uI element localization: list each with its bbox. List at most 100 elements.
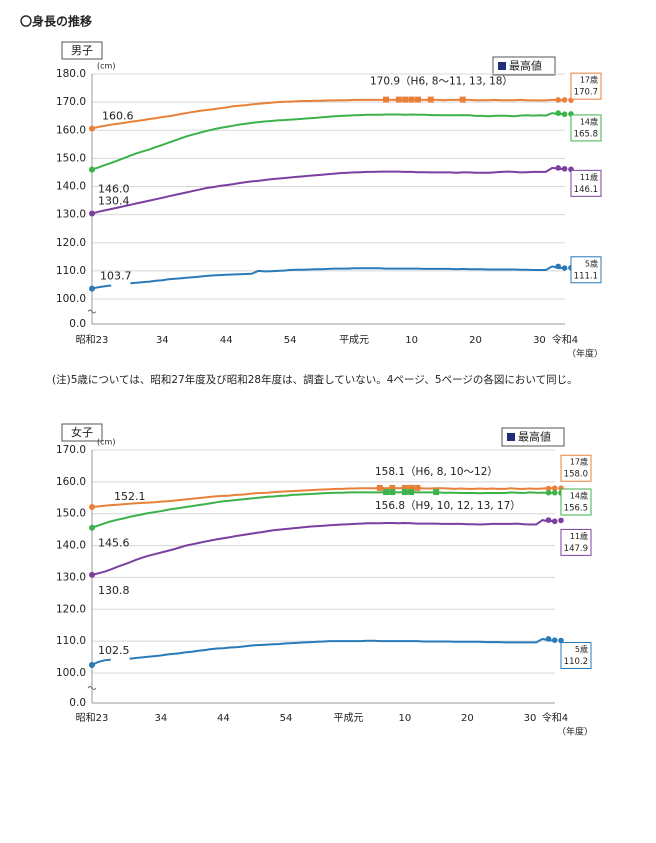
y-tick-label: 140.0 xyxy=(56,181,86,193)
start-label: 160.6 xyxy=(102,110,134,123)
start-point xyxy=(89,166,95,173)
legend-label: 最高値 xyxy=(518,430,551,444)
end-box xyxy=(560,528,592,556)
recent-point xyxy=(545,485,552,492)
axis-break xyxy=(87,686,97,690)
start-label: 130.4 xyxy=(98,195,130,208)
start-point xyxy=(89,504,95,511)
end-box xyxy=(570,114,602,142)
peak-marker xyxy=(401,489,408,496)
recent-point xyxy=(558,637,564,644)
end-box xyxy=(560,488,592,516)
series-name: 14歳 xyxy=(570,491,588,501)
end-box xyxy=(560,454,592,482)
end-label: 165.8 xyxy=(574,129,598,139)
end-label: 110.2 xyxy=(564,657,588,667)
peak-marker xyxy=(402,96,409,103)
peak-marker xyxy=(414,484,421,491)
peak-marker xyxy=(401,484,408,491)
y-tick-label: 100.0 xyxy=(56,667,86,679)
x-unit: （年度） xyxy=(567,348,603,360)
y-tick-label: 150.0 xyxy=(56,508,86,520)
legend-swatch xyxy=(498,62,506,70)
y-tick-label: 140.0 xyxy=(56,540,86,552)
peak-note: 156.8（H9, 10, 12, 13, 17） xyxy=(375,500,521,512)
y-unit: (cm) xyxy=(97,438,115,447)
start-label: 152.1 xyxy=(114,490,146,503)
legend-swatch xyxy=(507,433,515,441)
peak-marker xyxy=(427,96,434,103)
series-name: 17歳 xyxy=(580,75,598,85)
peak-marker xyxy=(395,96,402,103)
recent-point xyxy=(555,110,562,116)
peak-marker xyxy=(459,96,466,103)
recent-point xyxy=(551,489,558,496)
start-label: 145.6 xyxy=(98,537,130,550)
y-tick-label: 130.0 xyxy=(56,571,86,583)
start-point xyxy=(89,571,95,578)
series-line xyxy=(91,112,566,171)
y-tick-label: 110.0 xyxy=(56,635,86,647)
recent-point xyxy=(561,97,568,103)
y-tick-label: 170.0 xyxy=(56,444,86,456)
peak-marker xyxy=(433,489,440,496)
y-tick-label: 0.0 xyxy=(69,697,86,709)
peak-marker xyxy=(408,484,415,491)
series-line xyxy=(91,637,556,666)
recent-point xyxy=(555,97,562,103)
recent-point xyxy=(545,636,552,642)
x-tick-label: 令和4 xyxy=(552,333,578,346)
end-label: 146.1 xyxy=(574,185,598,195)
end-label: 111.1 xyxy=(574,271,598,281)
title-box xyxy=(61,423,103,442)
axis-break xyxy=(87,309,97,314)
end-label: 158.0 xyxy=(564,470,588,480)
series-name: 5歳 xyxy=(575,644,588,654)
y-tick-label: 160.0 xyxy=(56,476,86,488)
y-tick-label: 150.0 xyxy=(56,152,86,164)
recent-point xyxy=(545,517,552,523)
series-name: 17歳 xyxy=(570,457,588,467)
peak-marker xyxy=(389,489,396,496)
x-tick-label: 令和4 xyxy=(542,711,568,724)
title-box xyxy=(61,41,103,60)
series-line xyxy=(91,98,566,130)
recent-point xyxy=(551,637,558,643)
start-label: 102.5 xyxy=(98,644,130,657)
x-tick-label: 10 xyxy=(398,713,411,724)
series-name: 5歳 xyxy=(585,258,598,268)
x-tick-label: 30 xyxy=(524,713,537,724)
peak-marker xyxy=(383,489,390,496)
footnote: (注)5歳については、昭和27年度及び昭和28年度は、調査していない。4ページ、… xyxy=(52,373,578,386)
x-unit: （年度） xyxy=(557,726,593,738)
x-tick-label: 54 xyxy=(280,713,293,724)
start-label: 103.7 xyxy=(100,270,132,283)
x-tick-label: 10 xyxy=(405,335,418,346)
end-box xyxy=(570,256,602,284)
series-line xyxy=(91,166,566,215)
end-label: 170.7 xyxy=(574,88,598,98)
legend-box xyxy=(501,427,565,447)
peak-marker xyxy=(414,96,421,103)
x-tick-label: 44 xyxy=(220,335,233,346)
peak-note: 170.9（H6, 8～11, 13, 18） xyxy=(370,76,513,88)
start-point xyxy=(89,662,95,669)
x-tick-label: 20 xyxy=(469,335,482,346)
x-tick-label: 54 xyxy=(284,335,297,346)
x-tick-label: 平成元 xyxy=(339,334,369,346)
legend-label: 最高値 xyxy=(509,59,542,73)
recent-point xyxy=(545,489,552,496)
recent-point xyxy=(558,517,564,524)
end-box xyxy=(560,642,592,670)
y-tick-label: 100.0 xyxy=(56,293,86,305)
series-name: 14歳 xyxy=(580,116,598,126)
end-label: 147.9 xyxy=(564,544,588,554)
y-tick-label: 0.0 xyxy=(69,318,86,330)
y-tick-label: 160.0 xyxy=(56,124,86,136)
x-tick-label: 昭和23 xyxy=(76,334,109,346)
recent-point xyxy=(555,165,562,171)
end-box xyxy=(570,72,602,100)
legend-box xyxy=(492,56,556,76)
start-point xyxy=(89,285,95,292)
